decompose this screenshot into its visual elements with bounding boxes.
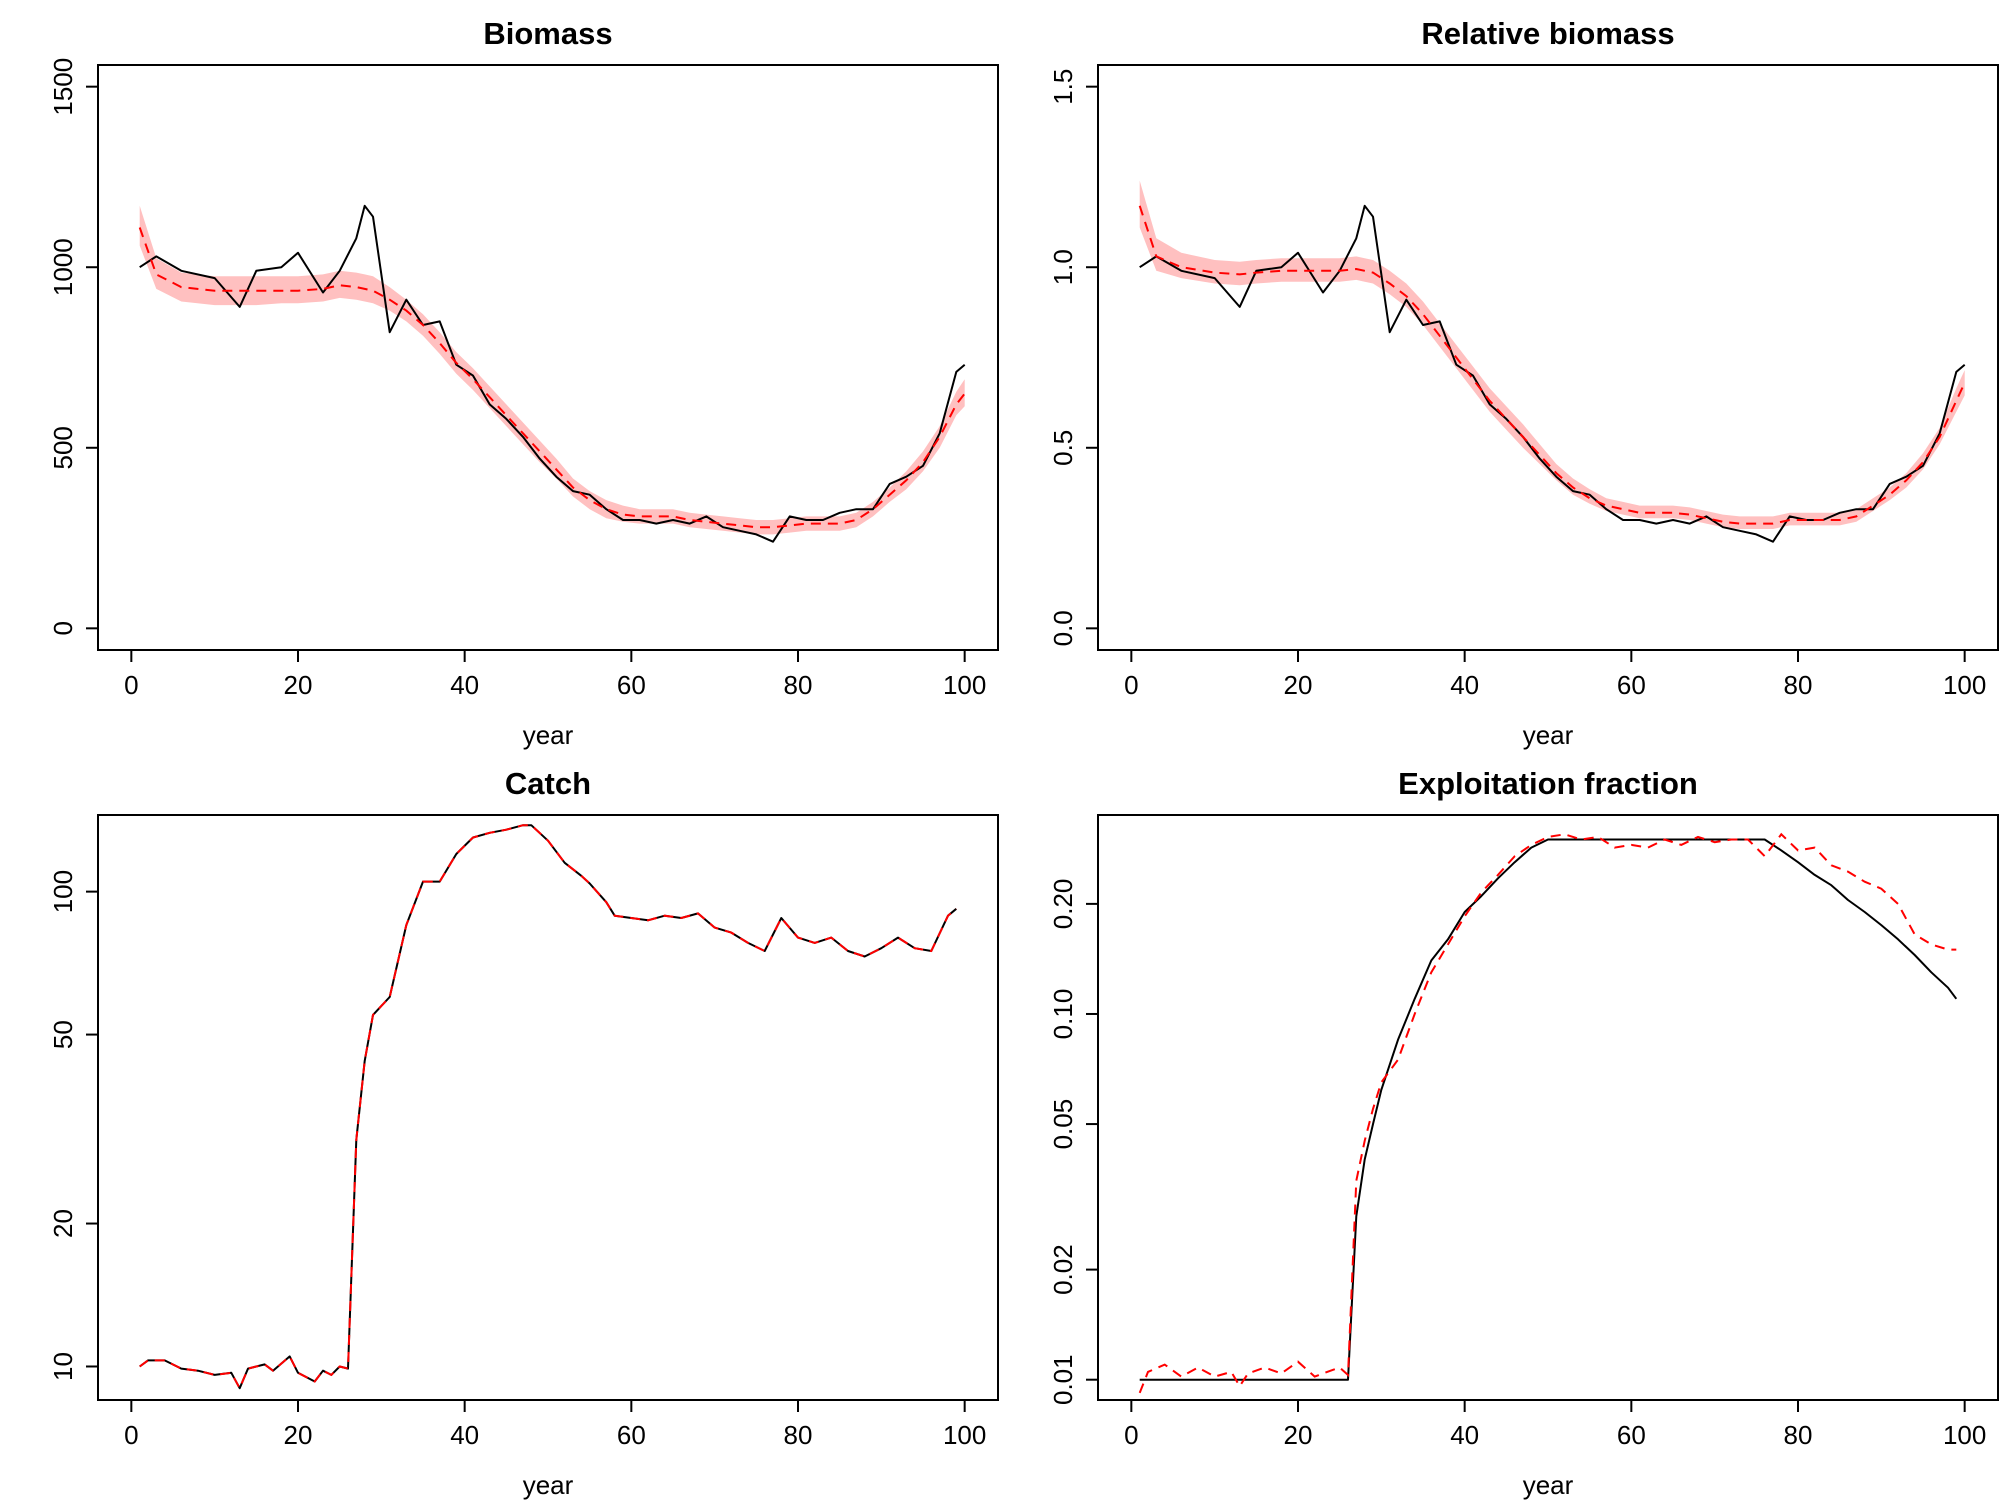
x-tick-label: 0 (1124, 1420, 1138, 1450)
panel-title: Exploitation fraction (1398, 766, 1698, 801)
x-tick-label: 100 (943, 1420, 986, 1450)
y-tick-label: 500 (48, 426, 78, 469)
x-tick-label: 20 (284, 670, 313, 700)
y-tick-label: 10 (48, 1352, 78, 1381)
x-tick-label: 40 (1450, 1420, 1479, 1450)
panel-title: Catch (505, 766, 591, 801)
plot-frame (1097, 814, 1999, 1401)
series-line-observed (139, 824, 957, 1390)
series-line-observed (139, 204, 966, 543)
y-tick-label: 0.10 (1048, 989, 1078, 1040)
plot-frame (1097, 64, 1999, 651)
x-tick-label: 40 (1450, 670, 1479, 700)
panel-title: Relative biomass (1421, 16, 1674, 51)
confidence-band (1139, 180, 1965, 529)
y-tick-label: 0.20 (1048, 879, 1078, 930)
plot-frame (97, 814, 999, 1401)
y-tick-label: 0.5 (1048, 430, 1078, 466)
x-tick-label: 60 (1617, 670, 1646, 700)
x-tick-label: 100 (943, 670, 986, 700)
y-tick-label: 1.5 (1048, 69, 1078, 105)
y-tick-label: 0.05 (1048, 1099, 1078, 1150)
x-tick-label: 40 (450, 670, 479, 700)
panel-catch: Catch year 0 20 40 60 80 100 10 20 50 100 (48, 766, 999, 1500)
series-line-estimate (1138, 832, 1957, 1394)
x-tick-label: 20 (1284, 670, 1313, 700)
x-axis-label: year (523, 1470, 574, 1500)
panel-title: Biomass (483, 16, 612, 51)
y-tick-label: 50 (48, 1020, 78, 1049)
x-axis-label: year (1523, 1470, 1574, 1500)
x-tick-label: 60 (617, 1420, 646, 1450)
plot-frame (97, 64, 999, 651)
x-tick-label: 20 (284, 1420, 313, 1450)
x-tick-label: 0 (124, 670, 138, 700)
x-tick-label: 80 (1784, 1420, 1813, 1450)
panel-exploitation-fraction: Exploitation fraction year 0 20 40 60 80 100 0… (1048, 766, 1999, 1500)
y-tick-label: 0.0 (1048, 610, 1078, 646)
y-tick-label: 100 (48, 870, 78, 913)
x-tick-label: 80 (784, 1420, 813, 1450)
x-tick-label: 40 (450, 1420, 479, 1450)
x-axis-label: year (1523, 720, 1574, 750)
y-tick-label: 1.0 (1048, 249, 1078, 285)
x-tick-label: 80 (1784, 670, 1813, 700)
series-line-observed (1139, 204, 1966, 543)
x-tick-label: 0 (124, 1420, 138, 1450)
x-tick-label: 60 (1617, 1420, 1646, 1450)
series-line-observed (1139, 838, 1958, 1381)
x-tick-label: 20 (1284, 1420, 1313, 1450)
y-tick-label: 20 (48, 1209, 78, 1238)
panel-relative-biomass: Relative biomass year 0 20 40 60 80 100 0.0 0.5… (1048, 16, 1999, 750)
series-line-estimate (138, 227, 966, 529)
y-tick-label: 0 (48, 621, 78, 635)
x-tick-label: 100 (1943, 1420, 1986, 1450)
series-line-estimate (1138, 205, 1966, 525)
x-tick-label: 0 (1124, 670, 1138, 700)
y-tick-label: 0.01 (1048, 1354, 1078, 1405)
confidence-band (139, 205, 965, 535)
series-line-estimate (139, 824, 957, 1391)
x-tick-label: 60 (617, 670, 646, 700)
x-axis-label: year (523, 720, 574, 750)
y-tick-label: 1500 (48, 58, 78, 116)
y-tick-label: 1000 (48, 238, 78, 296)
y-tick-label: 0.02 (1048, 1244, 1078, 1295)
x-tick-label: 100 (1943, 670, 1986, 700)
x-tick-label: 80 (784, 670, 813, 700)
